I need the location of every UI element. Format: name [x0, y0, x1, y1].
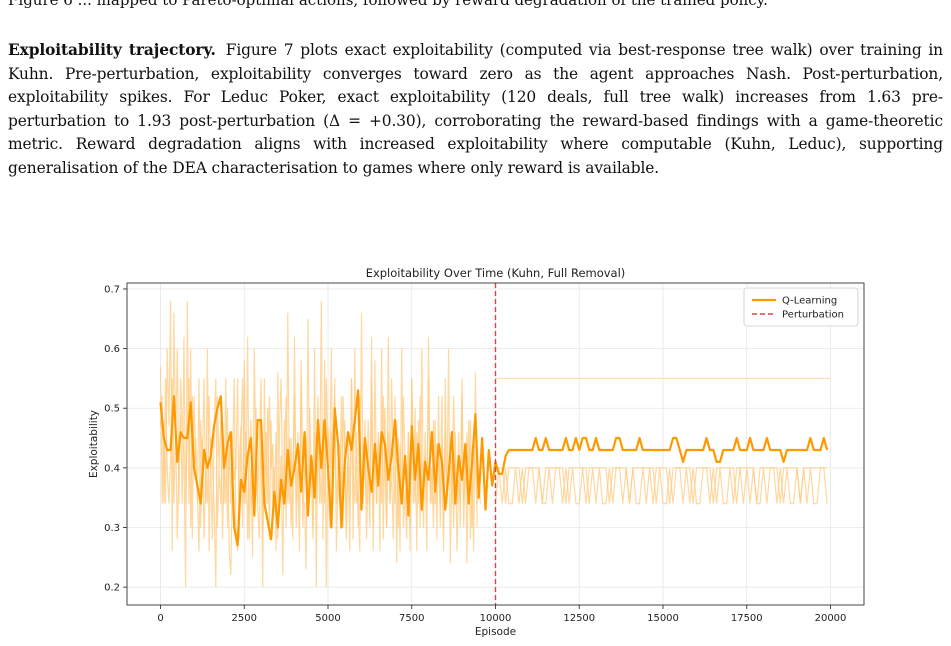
shaded-traces-layer — [159, 300, 831, 588]
q-learning-line — [159, 389, 829, 547]
grid-layer — [127, 283, 864, 605]
x-tick-label: 2500 — [232, 613, 257, 624]
x-tick-label: 10000 — [480, 613, 512, 624]
x-tick-label: 5000 — [315, 613, 340, 624]
legend-box — [743, 287, 859, 327]
x-tick-label: 20000 — [815, 613, 847, 624]
x-axis-label: Episode — [475, 626, 516, 638]
axis-layer: 0 2500 5000 7500 10000 12500 15000 17500 20000 0.… — [104, 282, 865, 624]
individual-run-trace — [159, 336, 481, 540]
y-tick-label: 0.6 — [104, 344, 120, 355]
x-tick-label: 15000 — [647, 613, 679, 624]
x-tick-label: 17500 — [731, 613, 763, 624]
y-tick-label: 0.2 — [104, 583, 120, 594]
paragraph-body: Figure 7 plots exact exploitability (com… — [8, 41, 943, 177]
y-tick-label: 0.7 — [104, 284, 120, 295]
chart-title: Exploitability Over Time (Kuhn, Full Rem… — [366, 266, 626, 280]
individual-run-trace — [495, 467, 828, 504]
y-tick-label: 0.3 — [104, 523, 120, 534]
y-axis-label: Exploitability — [88, 410, 100, 478]
exploitability-paragraph: Exploitability trajectory. Figure 7 plots… — [8, 39, 943, 181]
x-tick-label: 12500 — [563, 613, 595, 624]
caption-tail-text: Figure 6 ... mapped to Pareto-optimal ac… — [8, 0, 768, 9]
legend: Q-Learning Perturbation — [743, 287, 859, 327]
y-tick-label: 0.5 — [104, 404, 120, 415]
series-layer — [159, 283, 829, 605]
paragraph-heading: Exploitability trajectory. — [8, 41, 216, 59]
x-tick-label: 0 — [157, 613, 163, 624]
legend-label: Perturbation — [782, 310, 844, 321]
x-tick-label: 7500 — [399, 613, 424, 624]
previous-figure-caption-tail: Figure 6 ... mapped to Pareto-optimal ac… — [8, 0, 943, 16]
y-tick-label: 0.4 — [104, 463, 120, 474]
legend-label: Q-Learning — [782, 296, 837, 307]
